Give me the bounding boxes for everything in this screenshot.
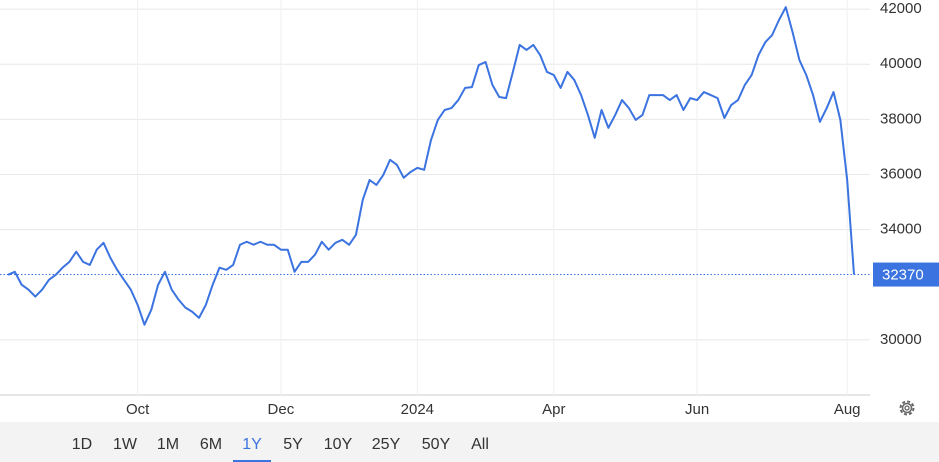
range-button[interactable]: 6M [200, 436, 222, 453]
range-button[interactable]: 1Y [242, 436, 262, 453]
last-value-label: 32370 [882, 267, 924, 284]
range-button[interactable]: 1M [157, 436, 179, 453]
range-button[interactable]: All [471, 436, 489, 453]
x-tick-label: Dec [268, 401, 295, 418]
y-tick-label: 40000 [880, 55, 922, 72]
range-button[interactable]: 50Y [422, 436, 451, 453]
range-button[interactable]: 1D [72, 436, 92, 453]
last-value-box [873, 262, 939, 287]
settings-icon[interactable] [899, 400, 915, 416]
y-tick-label: 30000 [880, 331, 922, 348]
range-button[interactable]: 25Y [372, 436, 401, 453]
x-tick-label: Aug [834, 401, 861, 418]
price-line [7, 6, 855, 326]
range-button[interactable]: 1W [113, 436, 138, 453]
x-tick-label: 2024 [401, 401, 434, 418]
x-tick-label: Oct [126, 401, 150, 418]
range-button[interactable]: 10Y [324, 436, 353, 453]
x-tick-label: Jun [685, 401, 709, 418]
range-bar [0, 422, 939, 462]
y-tick-label: 42000 [880, 0, 922, 17]
y-tick-label: 38000 [880, 110, 922, 127]
x-tick-label: Apr [542, 401, 565, 418]
y-tick-label: 34000 [880, 221, 922, 238]
range-button[interactable]: 5Y [283, 436, 303, 453]
y-tick-label: 36000 [880, 165, 922, 182]
